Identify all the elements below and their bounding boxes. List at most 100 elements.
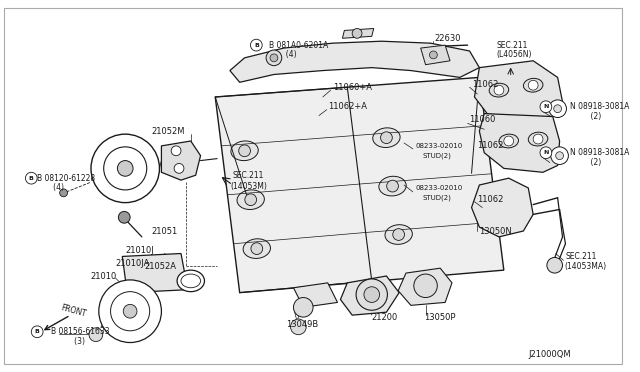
Circle shape bbox=[352, 29, 362, 38]
Text: B: B bbox=[254, 43, 259, 48]
Circle shape bbox=[528, 80, 538, 90]
Circle shape bbox=[89, 328, 103, 341]
Text: 11060+A: 11060+A bbox=[333, 83, 372, 92]
Circle shape bbox=[540, 147, 552, 158]
Text: FRONT: FRONT bbox=[60, 303, 87, 318]
Polygon shape bbox=[398, 268, 452, 305]
Circle shape bbox=[172, 146, 181, 155]
Polygon shape bbox=[215, 77, 504, 293]
Text: (4): (4) bbox=[46, 183, 64, 192]
Text: 21010J: 21010J bbox=[125, 246, 154, 255]
Circle shape bbox=[251, 243, 262, 254]
Polygon shape bbox=[161, 141, 200, 180]
Text: 11060: 11060 bbox=[470, 115, 496, 124]
Text: (2): (2) bbox=[581, 112, 602, 121]
Circle shape bbox=[60, 189, 67, 197]
Text: N 08918-3081A: N 08918-3081A bbox=[570, 148, 630, 157]
Text: B: B bbox=[29, 176, 34, 181]
Text: (2): (2) bbox=[581, 158, 602, 167]
Ellipse shape bbox=[385, 225, 412, 244]
Circle shape bbox=[381, 132, 392, 144]
Circle shape bbox=[356, 279, 387, 310]
Polygon shape bbox=[122, 253, 188, 293]
Polygon shape bbox=[479, 113, 559, 172]
Text: STUD(2): STUD(2) bbox=[422, 153, 451, 159]
Circle shape bbox=[266, 50, 282, 66]
Ellipse shape bbox=[489, 83, 509, 97]
Text: 13050P: 13050P bbox=[424, 312, 455, 321]
Circle shape bbox=[504, 136, 514, 146]
Circle shape bbox=[387, 180, 399, 192]
Circle shape bbox=[104, 147, 147, 190]
Circle shape bbox=[26, 172, 37, 184]
Polygon shape bbox=[472, 178, 533, 237]
Text: B: B bbox=[35, 329, 40, 334]
Text: B 081A0-6201A: B 081A0-6201A bbox=[269, 41, 328, 49]
Circle shape bbox=[111, 292, 150, 331]
Circle shape bbox=[364, 287, 380, 302]
Text: 21052M: 21052M bbox=[152, 127, 185, 136]
Ellipse shape bbox=[524, 78, 543, 92]
Text: STUD(2): STUD(2) bbox=[422, 195, 451, 201]
Circle shape bbox=[117, 161, 133, 176]
Text: (4): (4) bbox=[281, 51, 296, 60]
Ellipse shape bbox=[181, 274, 200, 288]
Text: 13049B: 13049B bbox=[285, 320, 318, 330]
Text: B 08156-61633: B 08156-61633 bbox=[51, 327, 109, 336]
Ellipse shape bbox=[177, 270, 204, 292]
Circle shape bbox=[429, 51, 437, 59]
Circle shape bbox=[556, 152, 563, 160]
Circle shape bbox=[294, 298, 313, 317]
Circle shape bbox=[118, 211, 130, 223]
Text: J21000QM: J21000QM bbox=[528, 350, 571, 359]
Text: N: N bbox=[543, 104, 548, 109]
Ellipse shape bbox=[379, 176, 406, 196]
Text: 08233-02010: 08233-02010 bbox=[416, 143, 463, 149]
Circle shape bbox=[124, 304, 137, 318]
Circle shape bbox=[533, 134, 543, 144]
Circle shape bbox=[494, 85, 504, 95]
Polygon shape bbox=[340, 276, 399, 315]
Ellipse shape bbox=[528, 132, 548, 146]
Text: 21051: 21051 bbox=[152, 227, 178, 235]
Text: 21200: 21200 bbox=[372, 312, 398, 321]
Text: (3): (3) bbox=[67, 337, 84, 346]
Text: 11062: 11062 bbox=[472, 80, 499, 89]
Circle shape bbox=[551, 147, 568, 164]
Circle shape bbox=[239, 145, 250, 157]
Circle shape bbox=[393, 229, 404, 240]
Circle shape bbox=[549, 100, 566, 118]
Polygon shape bbox=[294, 283, 337, 307]
Text: 22630: 22630 bbox=[435, 34, 461, 43]
Circle shape bbox=[540, 101, 552, 113]
Circle shape bbox=[174, 164, 184, 173]
Circle shape bbox=[250, 39, 262, 51]
Text: SEC.211: SEC.211 bbox=[566, 252, 597, 261]
Circle shape bbox=[291, 319, 306, 335]
Text: 13050N: 13050N bbox=[479, 227, 512, 235]
Circle shape bbox=[414, 274, 437, 298]
Text: (14053MA): (14053MA) bbox=[564, 262, 607, 271]
Polygon shape bbox=[230, 41, 479, 82]
Polygon shape bbox=[420, 45, 450, 65]
Polygon shape bbox=[474, 61, 563, 119]
Text: B 08120-61228: B 08120-61228 bbox=[37, 174, 95, 183]
Circle shape bbox=[547, 257, 563, 273]
Text: N 08918-3081A: N 08918-3081A bbox=[570, 102, 630, 111]
Circle shape bbox=[554, 105, 561, 113]
Ellipse shape bbox=[237, 190, 264, 209]
Text: N: N bbox=[543, 150, 548, 155]
Text: 21010: 21010 bbox=[90, 272, 116, 280]
Circle shape bbox=[99, 280, 161, 343]
Text: SEC.211: SEC.211 bbox=[233, 171, 264, 180]
Text: 11062+A: 11062+A bbox=[328, 102, 367, 111]
Ellipse shape bbox=[243, 239, 271, 259]
Text: 08233-02010: 08233-02010 bbox=[416, 185, 463, 191]
Circle shape bbox=[91, 134, 159, 203]
Text: (L4056N): (L4056N) bbox=[496, 51, 531, 60]
Text: (14053M): (14053M) bbox=[230, 182, 267, 190]
Text: 11062: 11062 bbox=[477, 141, 504, 150]
Ellipse shape bbox=[499, 134, 518, 148]
Text: SEC.211: SEC.211 bbox=[497, 41, 529, 49]
Circle shape bbox=[31, 326, 43, 338]
